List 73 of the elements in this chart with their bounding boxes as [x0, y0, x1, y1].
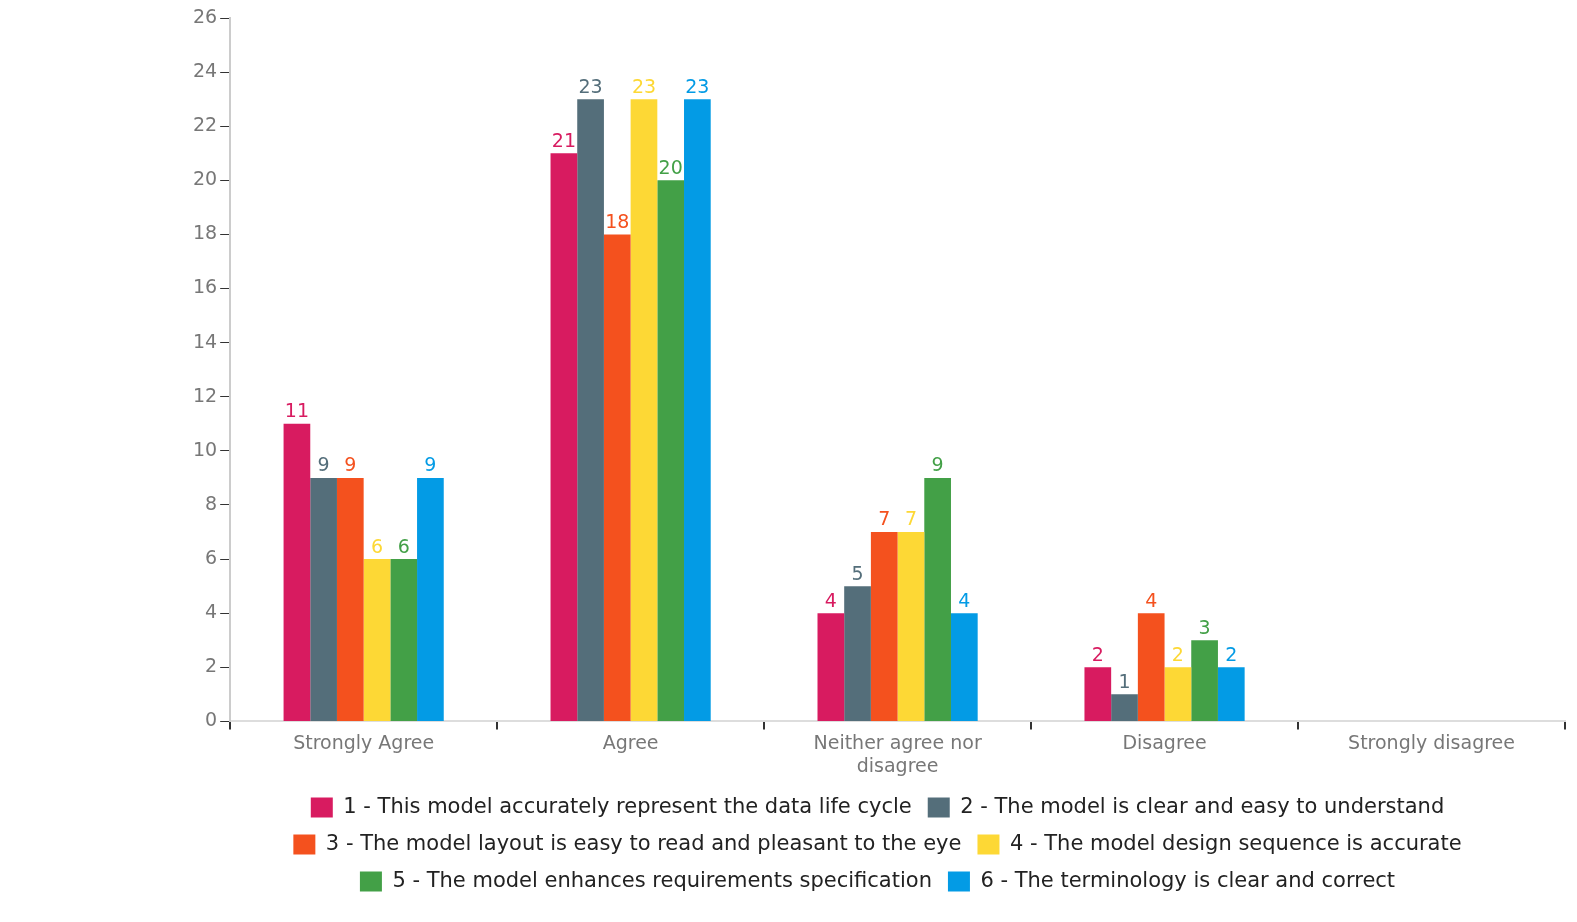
y-tick-label: 4: [205, 600, 218, 623]
y-tick-label: 14: [192, 329, 218, 352]
bar: [950, 613, 978, 721]
data-label: 6: [397, 534, 410, 557]
data-label: 4: [1145, 588, 1158, 611]
data-label: 9: [931, 453, 944, 476]
bar: [577, 99, 604, 721]
bar: [1164, 667, 1192, 721]
bar: [417, 477, 444, 721]
data-label: 2: [1171, 642, 1184, 665]
x-tick-label: Agree: [602, 730, 659, 753]
bar: [283, 423, 311, 721]
bar: [817, 613, 845, 721]
legend-label: 4 - The model design sequence is accurate: [1009, 830, 1462, 855]
legend-label: 5 - The model enhances requirements specification: [392, 867, 932, 892]
bar: [1191, 640, 1218, 721]
bar: [310, 477, 337, 721]
x-tick-label: Disagree: [1122, 730, 1207, 753]
data-label: 20: [658, 155, 683, 178]
bar: [630, 99, 658, 721]
bar: [1217, 667, 1245, 721]
legend-label: 1 - This model accurately represent the data life cycle: [343, 793, 912, 818]
data-label: 2: [1225, 642, 1238, 665]
y-tick-label: 20: [192, 167, 218, 190]
data-label: 23: [578, 74, 603, 97]
data-label: 23: [631, 74, 657, 97]
y-tick-label: 26: [192, 4, 218, 27]
bar: [657, 180, 685, 721]
data-label: 9: [344, 453, 357, 476]
data-label: 21: [551, 128, 576, 151]
data-label: 4: [958, 588, 971, 611]
bar: [1084, 667, 1112, 721]
bar: [844, 586, 871, 721]
y-tick-label: 12: [192, 383, 218, 406]
data-label: 5: [851, 561, 864, 584]
y-tick-label: 22: [192, 113, 218, 136]
bar: [363, 559, 391, 721]
data-label: 23: [685, 74, 710, 97]
y-tick-label: 2: [205, 654, 218, 677]
bar: [684, 99, 711, 721]
bar: [1111, 694, 1138, 721]
y-tick-label: 0: [205, 708, 218, 731]
data-label: 3: [1198, 615, 1211, 638]
data-label: 2: [1091, 642, 1104, 665]
bar: [870, 532, 898, 721]
data-label: 11: [284, 399, 310, 422]
y-tick-label: 6: [205, 546, 218, 569]
bar: [897, 532, 925, 721]
data-label: 7: [878, 507, 891, 530]
y-tick-label: 10: [192, 437, 218, 460]
legend-label: 6 - The terminology is clear and correct: [980, 867, 1396, 892]
data-label: 4: [824, 588, 837, 611]
bar: [550, 153, 578, 721]
bar: [390, 559, 418, 721]
data-label: 9: [424, 453, 437, 476]
legend-label: 3 - The model layout is easy to read and pleasant to the eye: [325, 830, 962, 855]
data-label: 6: [370, 534, 384, 557]
y-tick-label: 8: [205, 491, 218, 514]
bar: [1137, 613, 1165, 721]
x-tick-label: Strongly disagree: [1348, 730, 1515, 753]
data-label: 7: [904, 507, 917, 530]
bar: [336, 477, 364, 721]
y-tick-label: 18: [192, 221, 218, 244]
data-label: 18: [605, 209, 630, 232]
y-tick-label: 16: [192, 275, 218, 298]
x-tick-label: Neither agree nor disagree: [813, 730, 982, 776]
y-tick-label: 24: [192, 59, 218, 82]
bar: [603, 234, 631, 721]
data-label: 9: [317, 453, 330, 476]
bar: [924, 477, 951, 721]
x-tick-label: Strongly Agree: [293, 730, 435, 753]
data-label: 1: [1118, 669, 1131, 692]
legend-label: 2 - The model is clear and easy to understand: [960, 793, 1445, 818]
